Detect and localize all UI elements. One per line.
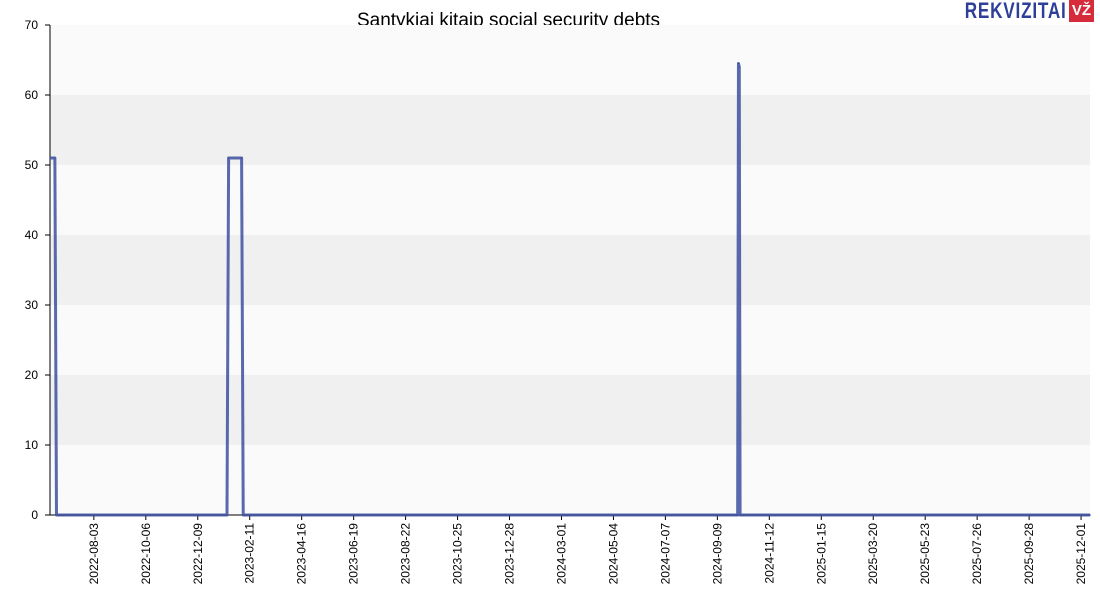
x-tick-label: 2025-07-26 — [970, 523, 984, 585]
grid-band — [50, 235, 1090, 305]
x-tick-label: 2024-05-04 — [606, 523, 620, 585]
y-tick-label: 10 — [25, 438, 39, 452]
x-tick-label: 2024-03-01 — [554, 523, 568, 585]
y-tick-label: 50 — [25, 158, 39, 172]
y-tick-label: 70 — [25, 18, 39, 32]
x-tick-label: 2025-03-20 — [866, 523, 880, 585]
x-tick-label: 2024-09-09 — [710, 523, 724, 585]
x-tick-label: 2025-12-01 — [1074, 523, 1088, 585]
data-point — [227, 157, 230, 159]
series-group — [49, 62, 1091, 517]
x-tick-label: 2022-08-03 — [87, 523, 101, 585]
grid-band — [50, 445, 1090, 515]
grid-band — [50, 305, 1090, 375]
data-point — [49, 157, 51, 159]
x-tick-label: 2023-06-19 — [347, 523, 361, 585]
series-line — [50, 62, 1090, 517]
y-tick-label: 0 — [31, 508, 38, 522]
y-tick-label: 30 — [25, 298, 39, 312]
x-tick-label: 2023-10-25 — [451, 523, 465, 585]
y-tick-label: 60 — [25, 88, 39, 102]
data-point — [738, 66, 741, 68]
x-tick-label: 2023-08-22 — [399, 523, 413, 585]
x-tick-label: 2025-01-15 — [814, 523, 828, 585]
data-point — [242, 514, 245, 516]
x-tick-label: 2023-02-11 — [243, 523, 257, 584]
data-point — [736, 514, 739, 516]
x-tick-label: 2022-10-06 — [139, 523, 153, 585]
grid-band — [50, 375, 1090, 445]
y-tick-label: 40 — [25, 228, 39, 242]
logo-text: REKVIZITAI — [965, 0, 1067, 23]
data-point — [240, 157, 243, 159]
logo-badge: VŽ — [1069, 0, 1094, 22]
x-tick-label: 2022-12-09 — [191, 523, 205, 585]
x-tick-label: 2025-05-23 — [918, 523, 932, 585]
data-point — [226, 514, 228, 516]
x-tick-label: 2024-07-07 — [658, 523, 672, 585]
grid-band — [50, 95, 1090, 165]
data-point — [55, 514, 58, 516]
data-point — [737, 62, 740, 65]
data-point — [1089, 514, 1091, 516]
data-point — [54, 157, 56, 159]
grid-band — [50, 25, 1090, 95]
x-tick-label: 2023-04-16 — [295, 523, 309, 585]
x-tick-label: 2023-12-28 — [503, 523, 517, 585]
data-point — [739, 514, 741, 516]
x-axis-ticks: 2022-08-03 2022-10-06 2022-12-09 2023-02-11… — [87, 515, 1088, 584]
grid-bands — [50, 25, 1090, 515]
y-axis-ticks: 0 10 20 30 40 50 60 70 — [25, 18, 50, 522]
x-tick-label: 2024-11-12 — [762, 523, 776, 584]
grid-band — [50, 165, 1090, 235]
x-tick-label: 2025-09-28 — [1022, 523, 1036, 585]
rekvizitai-logo[interactable]: REKVIZITAI VŽ — [936, 0, 1094, 23]
y-tick-label: 20 — [25, 368, 39, 382]
